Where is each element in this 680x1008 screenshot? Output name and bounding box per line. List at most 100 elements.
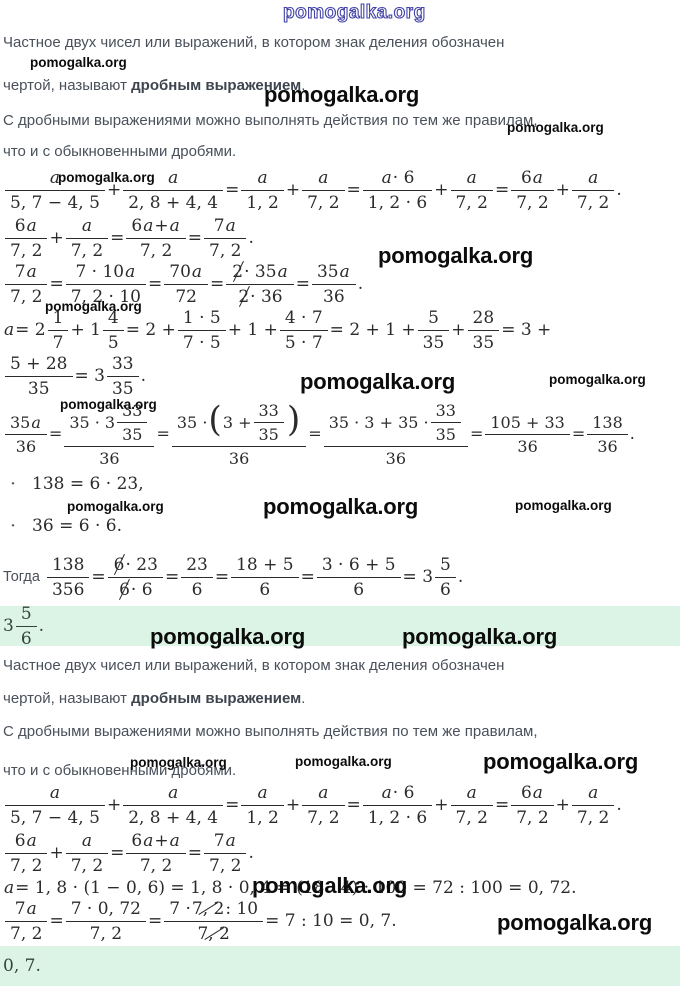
math-text: + 1 (70, 320, 101, 340)
math-text: 7, 2 (10, 924, 43, 944)
fraction-denominator: 5, 7 − 4, 5 (5, 191, 105, 213)
fraction: 5 35 (417, 307, 450, 353)
fraction-denominator: 356 (47, 578, 89, 600)
math-text: 7 (52, 333, 64, 353)
paragraph-bold-term: дробным выражением (131, 77, 302, 94)
fraction-denominator: 7, 2 (5, 922, 47, 944)
math-text: = 3 (74, 366, 105, 386)
math-text: 5 + 28 (10, 354, 68, 374)
fraction-denominator: 7, 2 (511, 191, 553, 213)
math-variable: a (225, 216, 236, 236)
math-text: 35 (422, 333, 445, 353)
math-text: = (571, 424, 586, 443)
fraction: 7 · 10 a 7, 2 · 10 (65, 261, 146, 307)
math-variable: a (49, 783, 61, 803)
fraction-denominator: 2, 8 + 4, 4 (123, 191, 223, 213)
fraction: 6 a 7, 2 (5, 830, 48, 876)
fraction: a 1, 2 (241, 167, 284, 213)
fraction-numerator: a (65, 215, 109, 239)
math-text: . (457, 567, 464, 587)
math-text: + (106, 795, 122, 815)
math-text: 138 (592, 412, 623, 432)
paragraph: что и с обыкновенными дробями. (0, 142, 680, 161)
math-variable: a (168, 783, 179, 803)
math-text: 6 (131, 216, 143, 236)
paragraph-text: чертой, называют (3, 77, 132, 94)
math-text: . (629, 424, 635, 443)
math-text: = (110, 228, 125, 248)
math-text: = 7 : 10 = 0, 7. (265, 911, 397, 931)
math-struck-term: 2 (238, 287, 250, 307)
fraction-denominator: 36 (5, 435, 47, 456)
fraction: 70 a 72 (164, 261, 209, 307)
math-text: 7, 2 (307, 193, 340, 213)
fraction: a 5, 7 − 4, 5 (5, 167, 105, 213)
math-text: = (295, 274, 310, 294)
math-text: 36 (517, 436, 538, 456)
math-text: 7 · (169, 899, 191, 919)
fraction-denominator: 7, 2 (5, 285, 47, 307)
fraction: 6 a 7, 2 (511, 782, 554, 828)
bullet-marker: · (10, 472, 17, 495)
math-text: + (106, 180, 122, 200)
watermark-text: pomogalka.org (45, 299, 142, 314)
fraction-denominator: 36 (64, 447, 154, 468)
fraction-numerator: a (241, 167, 284, 191)
fraction-denominator: 5 (103, 331, 124, 353)
math-variable: a (532, 783, 543, 803)
math-text: = (156, 424, 170, 443)
fraction-numerator: 5 (15, 603, 37, 627)
math-text: 6 (20, 629, 32, 649)
fraction-numerator: a (65, 830, 109, 854)
fraction-denominator: 72 (164, 285, 208, 307)
math-text: = (494, 795, 510, 815)
math-variable: a (26, 831, 37, 851)
math-text: 33 (122, 401, 143, 420)
math-text: 28 (472, 308, 495, 328)
bullet-item: · 138 = 6 · 23, (0, 474, 680, 494)
math-variable: a (168, 168, 179, 188)
fraction-numerator: a (571, 782, 615, 806)
math-struck-term: 7, 2 (191, 899, 225, 919)
fraction-denominator: 35 (468, 331, 500, 353)
math-text: 33 (435, 401, 456, 420)
math-line: Тогда 138 356 = 6 · 23 6 · 6 = 23 6 = 18 + 5… (0, 554, 680, 600)
math-text: = (187, 843, 203, 863)
math-text: + (451, 320, 466, 340)
math-text: = (494, 180, 510, 200)
paren: ) (286, 400, 301, 441)
math-text: · 6 (392, 168, 415, 188)
fraction-numerator: 35 a (5, 412, 47, 435)
math-text: 1, 2 · 6 (367, 808, 428, 828)
fraction: 7 a 7, 2 (5, 261, 48, 307)
fraction-denominator: 35 (254, 423, 284, 444)
fraction-denominator: 7, 2 (572, 191, 614, 213)
math-text: · 6 (392, 783, 415, 803)
fraction: 35 a 36 (5, 412, 47, 456)
paragraph: Частное двух чисел или выражений, в кото… (0, 33, 680, 52)
math-text: 5 (440, 555, 451, 575)
math-text: 7 · 5 (182, 333, 221, 353)
fraction-numerator: 33 (253, 400, 284, 423)
math-text: + (49, 228, 64, 248)
fraction: 3 · 6 + 5 6 (316, 554, 401, 600)
paragraph-text: С дробными выражениями можно выполнять д… (3, 723, 538, 740)
watermark-text: pomogalka.org (378, 243, 534, 268)
fraction-denominator: 36 (312, 285, 356, 307)
math-text: 7, 2 (455, 193, 488, 213)
fraction-denominator: 7, 2 (451, 191, 493, 213)
fraction-denominator: 36 (587, 435, 628, 456)
math-line: 7 a 7, 2 = 7 · 10 a 7, 2 · 10 = 70 a 72 = 2 · … (0, 261, 680, 307)
math-text: 36 (323, 287, 345, 307)
math-variable: a (466, 783, 477, 803)
watermark-text: pomogalka.org (507, 120, 604, 135)
math-variable: a (4, 878, 15, 898)
math-variable: a (532, 168, 543, 188)
